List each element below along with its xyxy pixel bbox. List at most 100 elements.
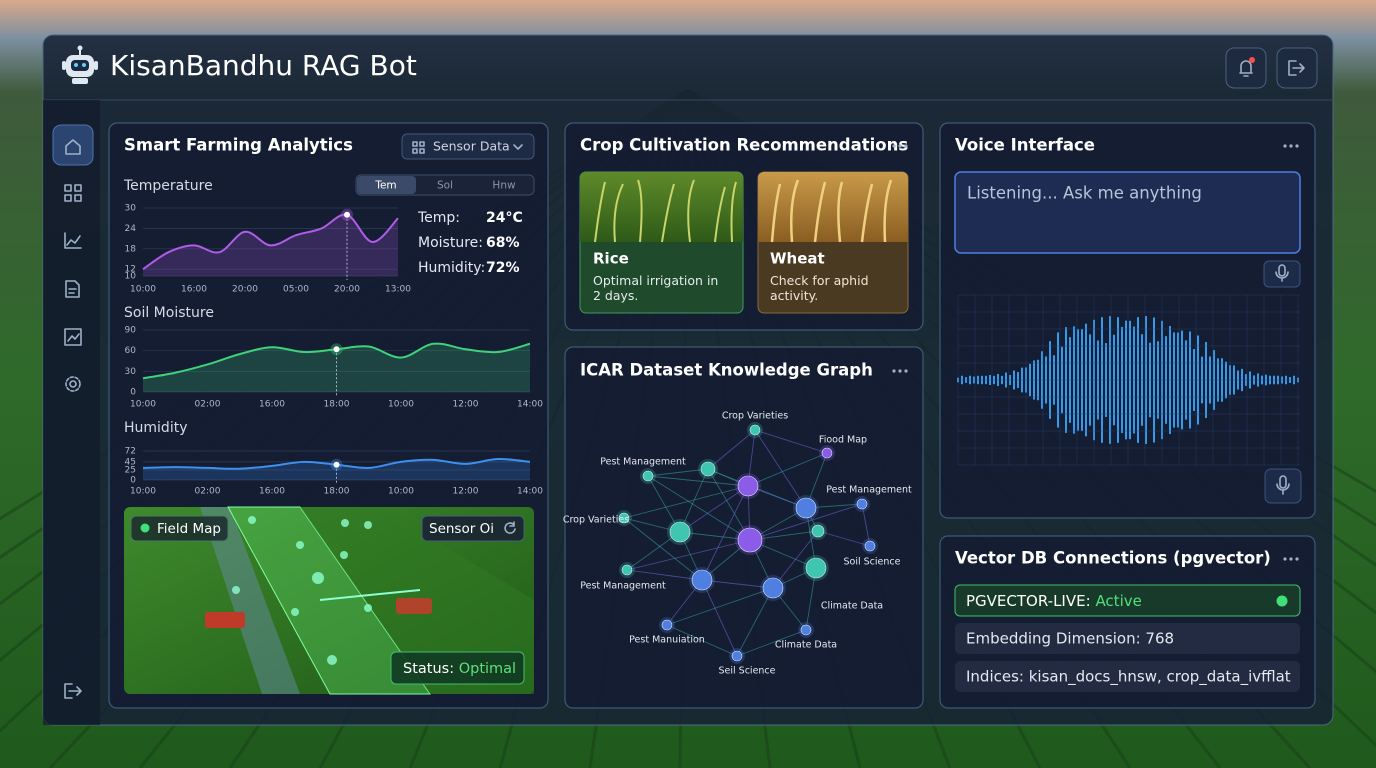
wave-bar xyxy=(1197,335,1199,425)
db-row xyxy=(955,623,1300,654)
crop-card[interactable]: Wheat xyxy=(757,171,909,314)
graph-node xyxy=(642,470,654,482)
db-status-label: PGVECTOR-LIVE: xyxy=(966,592,1091,610)
nav-logout[interactable] xyxy=(64,683,82,699)
voice-input[interactable]: Listening... Ask me anything xyxy=(954,171,1301,254)
voice-placeholder: Listening... Ask me anything xyxy=(967,184,1202,203)
wave-bar xyxy=(1205,341,1207,419)
wave-bar xyxy=(1025,367,1027,393)
graph-node xyxy=(864,540,876,552)
readout-value: 72% xyxy=(486,260,520,276)
graph-panel xyxy=(564,346,924,709)
graph-edge xyxy=(749,503,863,541)
crop-card[interactable]: Rice xyxy=(579,171,744,314)
graph-node xyxy=(731,650,743,662)
sensor-button[interactable]: Sensor Oi xyxy=(421,515,525,542)
wave-bar xyxy=(1145,316,1147,444)
wave-bar xyxy=(1241,368,1243,392)
wave-bar xyxy=(1105,343,1107,417)
wave-bar xyxy=(1177,332,1179,428)
graph-node xyxy=(669,521,691,543)
nav-home[interactable] xyxy=(52,124,94,166)
wave-bar xyxy=(957,377,959,383)
graph-edge xyxy=(707,468,751,541)
graph-edge xyxy=(679,468,709,533)
db-row-text: Embedding Dimension: 768 xyxy=(966,630,1174,648)
wave-bar xyxy=(969,375,971,385)
wave-bar xyxy=(1041,351,1043,409)
status-badge xyxy=(390,651,525,685)
tab-label[interactable]: Sol xyxy=(437,180,453,192)
x-tick-label: 12:00 xyxy=(453,400,479,410)
wave-bar xyxy=(1173,332,1175,428)
line xyxy=(142,213,399,271)
x-tick-label: 10:00 xyxy=(130,400,156,410)
wave-bar xyxy=(1277,375,1279,385)
wave-bar xyxy=(1293,375,1295,385)
wave-bar xyxy=(1157,341,1159,419)
nav-settings[interactable] xyxy=(65,376,81,392)
nav-dashboard[interactable] xyxy=(64,184,82,202)
db-status-value: Active xyxy=(1095,592,1141,610)
crop-note: Check for aphid activity. xyxy=(770,273,869,303)
tab-label[interactable]: Hnw xyxy=(492,180,516,192)
graph-edge xyxy=(647,475,749,487)
sensor-dropdown[interactable]: Sensor Data xyxy=(401,133,535,160)
wave-bar xyxy=(961,375,963,385)
graph-label: Crop Varieties xyxy=(563,515,629,526)
more-menu[interactable] xyxy=(892,144,908,148)
wave-bar xyxy=(1057,332,1059,428)
active-tab xyxy=(357,176,416,194)
wave-bar xyxy=(1001,375,1003,385)
readout-label: Temp: xyxy=(417,210,460,226)
wave-bar xyxy=(1013,370,1015,390)
highlight-point-core xyxy=(333,346,340,353)
wave-bar xyxy=(965,377,967,383)
wave-bar xyxy=(1193,349,1195,411)
graph-node xyxy=(618,512,630,524)
mic-button[interactable] xyxy=(1263,260,1301,288)
y-tick-label: 30 xyxy=(125,367,137,377)
wave-bar xyxy=(1141,334,1143,426)
wave-bar xyxy=(1289,377,1291,383)
tab-label[interactable]: Tem xyxy=(374,180,396,192)
graph-label: Pest Management xyxy=(826,485,912,496)
y-tick-label: 25 xyxy=(125,465,136,475)
chart-title: Humidity xyxy=(124,420,187,436)
wave-bar xyxy=(1213,350,1215,410)
more-menu[interactable] xyxy=(1283,144,1299,148)
logout-button[interactable] xyxy=(1276,47,1318,89)
more-menu[interactable] xyxy=(892,369,908,373)
wave-bar xyxy=(1273,375,1275,385)
graph-edge xyxy=(626,539,751,571)
wave-bar xyxy=(1297,377,1299,383)
graph-node xyxy=(737,475,759,497)
wave-bar xyxy=(1009,374,1011,386)
status-text: Status: Optimal xyxy=(403,661,516,677)
wave-bar xyxy=(1069,337,1071,423)
graph-label: Pest Management xyxy=(580,581,666,592)
graph-edge xyxy=(736,629,807,657)
graph-edge xyxy=(679,485,749,533)
mic-button[interactable] xyxy=(1264,468,1302,504)
field-map-tag[interactable]: Field Map xyxy=(130,515,229,542)
graph-label: Crop Varieties xyxy=(722,411,788,422)
nav-reports[interactable] xyxy=(64,328,82,346)
wave-bar xyxy=(1113,334,1115,426)
wave-bar xyxy=(981,375,983,385)
nav-documents[interactable] xyxy=(65,280,80,298)
graph-node xyxy=(749,424,761,436)
x-tick-label: 02:00 xyxy=(195,400,221,410)
graph-node xyxy=(795,497,817,519)
more-menu[interactable] xyxy=(1283,557,1299,561)
panel-title: Smart Farming Analytics xyxy=(124,136,353,155)
crop-name: Wheat xyxy=(770,250,825,268)
nav-analytics[interactable] xyxy=(64,232,82,249)
wave-bar xyxy=(1201,356,1203,404)
wave-bar xyxy=(997,373,999,387)
notifications-button[interactable] xyxy=(1225,47,1267,89)
status-indicator xyxy=(1276,595,1288,607)
wave-bar xyxy=(1077,329,1079,431)
graph-node xyxy=(811,524,825,538)
